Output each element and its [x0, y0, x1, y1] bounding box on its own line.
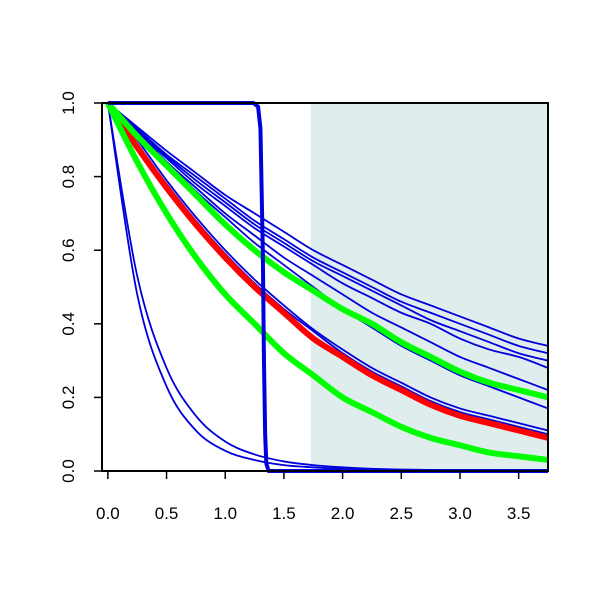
- x-tick-label: 3.5: [507, 504, 531, 523]
- y-tick-label: 0.0: [59, 459, 78, 483]
- x-tick-label: 2.5: [389, 504, 413, 523]
- series-line-8: [107, 102, 549, 391]
- y-tick-label: 0.4: [59, 312, 78, 336]
- x-tick-label: 0.0: [96, 504, 120, 523]
- x-tick-label: 1.5: [272, 504, 296, 523]
- series-line-1: [105, 101, 549, 441]
- series-line-11: [107, 102, 549, 432]
- y-tick-label: 1.0: [59, 91, 78, 115]
- shaded-region-layer: [310, 103, 548, 471]
- series-line-4: [107, 102, 549, 347]
- series-layer: [105, 101, 549, 473]
- y-tick-label: 0.2: [59, 386, 78, 410]
- x-tick-label: 3.0: [448, 504, 472, 523]
- series-line-7: [107, 102, 549, 369]
- shaded-region: [310, 103, 548, 471]
- series-line-2: [105, 101, 549, 401]
- plot-frame: [101, 102, 549, 472]
- x-tick-label: 1.0: [213, 504, 237, 523]
- series-line-6: [107, 102, 549, 362]
- y-tick-label: 0.6: [59, 238, 78, 262]
- x-tick-label: 2.0: [331, 504, 355, 523]
- series-line-3: [105, 101, 549, 463]
- series-line-5: [107, 102, 549, 355]
- axes-layer: 0.0 0.5 1.0 1.5 2.0 2.5 3.0 3.5 0.0 0.2 0.4 0.6 0.8 1…: [59, 91, 549, 523]
- y-tick-label: 0.8: [59, 165, 78, 189]
- x-tick-label: 0.5: [155, 504, 179, 523]
- step-series-line-1: [107, 101, 548, 473]
